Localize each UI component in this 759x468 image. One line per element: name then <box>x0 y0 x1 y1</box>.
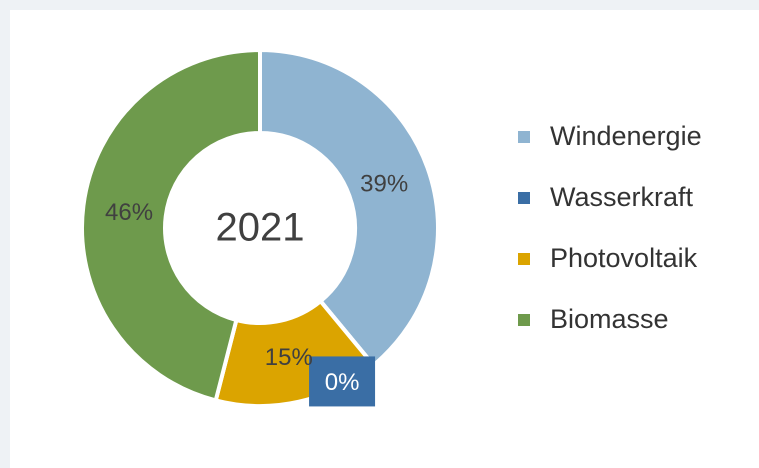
data-label: 15% <box>265 344 313 371</box>
legend-label: Biomasse <box>550 304 669 334</box>
legend-swatch <box>518 131 530 143</box>
legend-label: Photovoltaik <box>550 243 698 273</box>
legend-swatch <box>518 192 530 204</box>
legend-label: Wasserkraft <box>550 182 694 212</box>
legend-swatch <box>518 314 530 326</box>
data-label: 39% <box>360 171 408 198</box>
legend-swatch <box>518 253 530 265</box>
data-label: 46% <box>105 199 153 226</box>
label-box <box>309 356 376 407</box>
legend-label: Windenergie <box>550 121 702 151</box>
slice <box>258 47 440 368</box>
slice <box>80 47 262 403</box>
data-label: 0% <box>325 369 360 396</box>
center-label: 2021 <box>216 206 305 250</box>
